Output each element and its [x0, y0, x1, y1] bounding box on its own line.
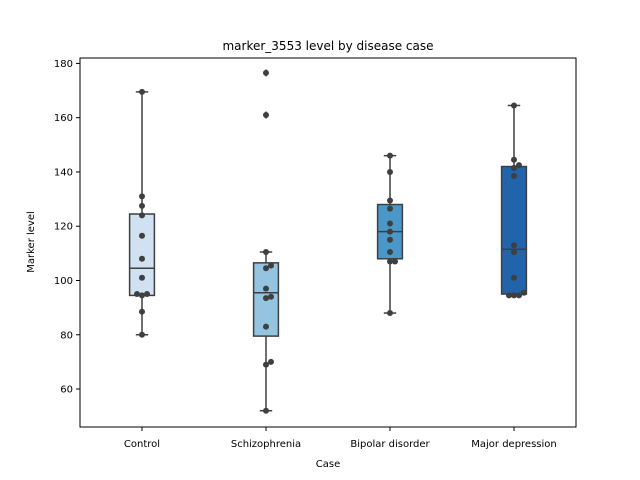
data-point [263, 111, 269, 118]
data-point [511, 164, 517, 171]
x-axis: Control Schizophrenia Bipolar disorder Majo… [124, 427, 557, 450]
data-point [144, 291, 150, 298]
box-group-major-depression [500, 104, 528, 297]
data-point [263, 407, 269, 414]
data-point [387, 310, 393, 317]
data-point [516, 292, 522, 299]
box-group-schizophrenia [252, 68, 280, 412]
data-point [263, 285, 269, 292]
x-tick-label: Bipolar disorder [350, 439, 430, 450]
data-point [139, 212, 145, 219]
data-point [268, 358, 274, 365]
data-point [134, 291, 140, 298]
data-point [139, 232, 145, 239]
data-point [511, 173, 517, 180]
data-point [139, 274, 145, 281]
data-point [263, 323, 269, 330]
x-tick-label: Major depression [471, 439, 557, 450]
plot-area [128, 68, 528, 414]
data-point [387, 248, 393, 255]
chart-title: marker_3553 level by disease case [222, 39, 433, 53]
data-point [263, 265, 269, 272]
data-point [139, 202, 145, 209]
data-point [139, 193, 145, 200]
data-point [387, 228, 393, 235]
y-tick-label: 180 [54, 59, 73, 70]
data-point [387, 168, 393, 175]
data-point [511, 292, 517, 299]
data-point [268, 262, 274, 269]
y-axis: 60 80 100 120 140 160 180 [54, 59, 80, 396]
y-tick-label: 140 [54, 167, 73, 178]
points-major-depression [506, 102, 527, 299]
data-point [392, 258, 398, 265]
data-point [139, 331, 145, 338]
data-point [511, 156, 517, 163]
data-point [263, 295, 269, 302]
data-point [511, 248, 517, 255]
y-tick-label: 120 [54, 222, 73, 233]
points-schizophrenia [263, 69, 274, 414]
x-tick-label: Control [124, 439, 160, 450]
data-point [516, 162, 522, 169]
plot-frame [79, 57, 577, 428]
data-point [139, 292, 145, 299]
y-axis-title: Marker level [26, 211, 37, 273]
box-group-control [128, 91, 156, 336]
data-point [139, 255, 145, 262]
data-point [387, 205, 393, 212]
data-point [263, 248, 269, 255]
data-point [263, 69, 269, 76]
x-tick-label: Schizophrenia [231, 439, 301, 450]
box-iqr [500, 165, 528, 295]
data-point [139, 308, 145, 315]
data-point [511, 242, 517, 249]
data-point [511, 102, 517, 109]
data-point [506, 292, 512, 299]
data-point [268, 293, 274, 300]
data-point [511, 274, 517, 281]
data-point [387, 258, 393, 265]
data-point [387, 236, 393, 243]
box-iqr [128, 213, 156, 297]
data-point [387, 152, 393, 159]
x-axis-title: Case [316, 459, 340, 470]
data-point [139, 88, 145, 95]
y-tick-label: 60 [60, 385, 73, 396]
points-control [134, 88, 150, 338]
points-bipolar-disorder [387, 152, 398, 317]
y-tick-label: 80 [60, 330, 73, 341]
y-tick-label: 160 [54, 113, 73, 124]
data-point [387, 197, 393, 204]
data-point [263, 361, 269, 368]
data-point [387, 220, 393, 227]
y-tick-label: 100 [54, 276, 73, 287]
data-point [521, 289, 527, 296]
